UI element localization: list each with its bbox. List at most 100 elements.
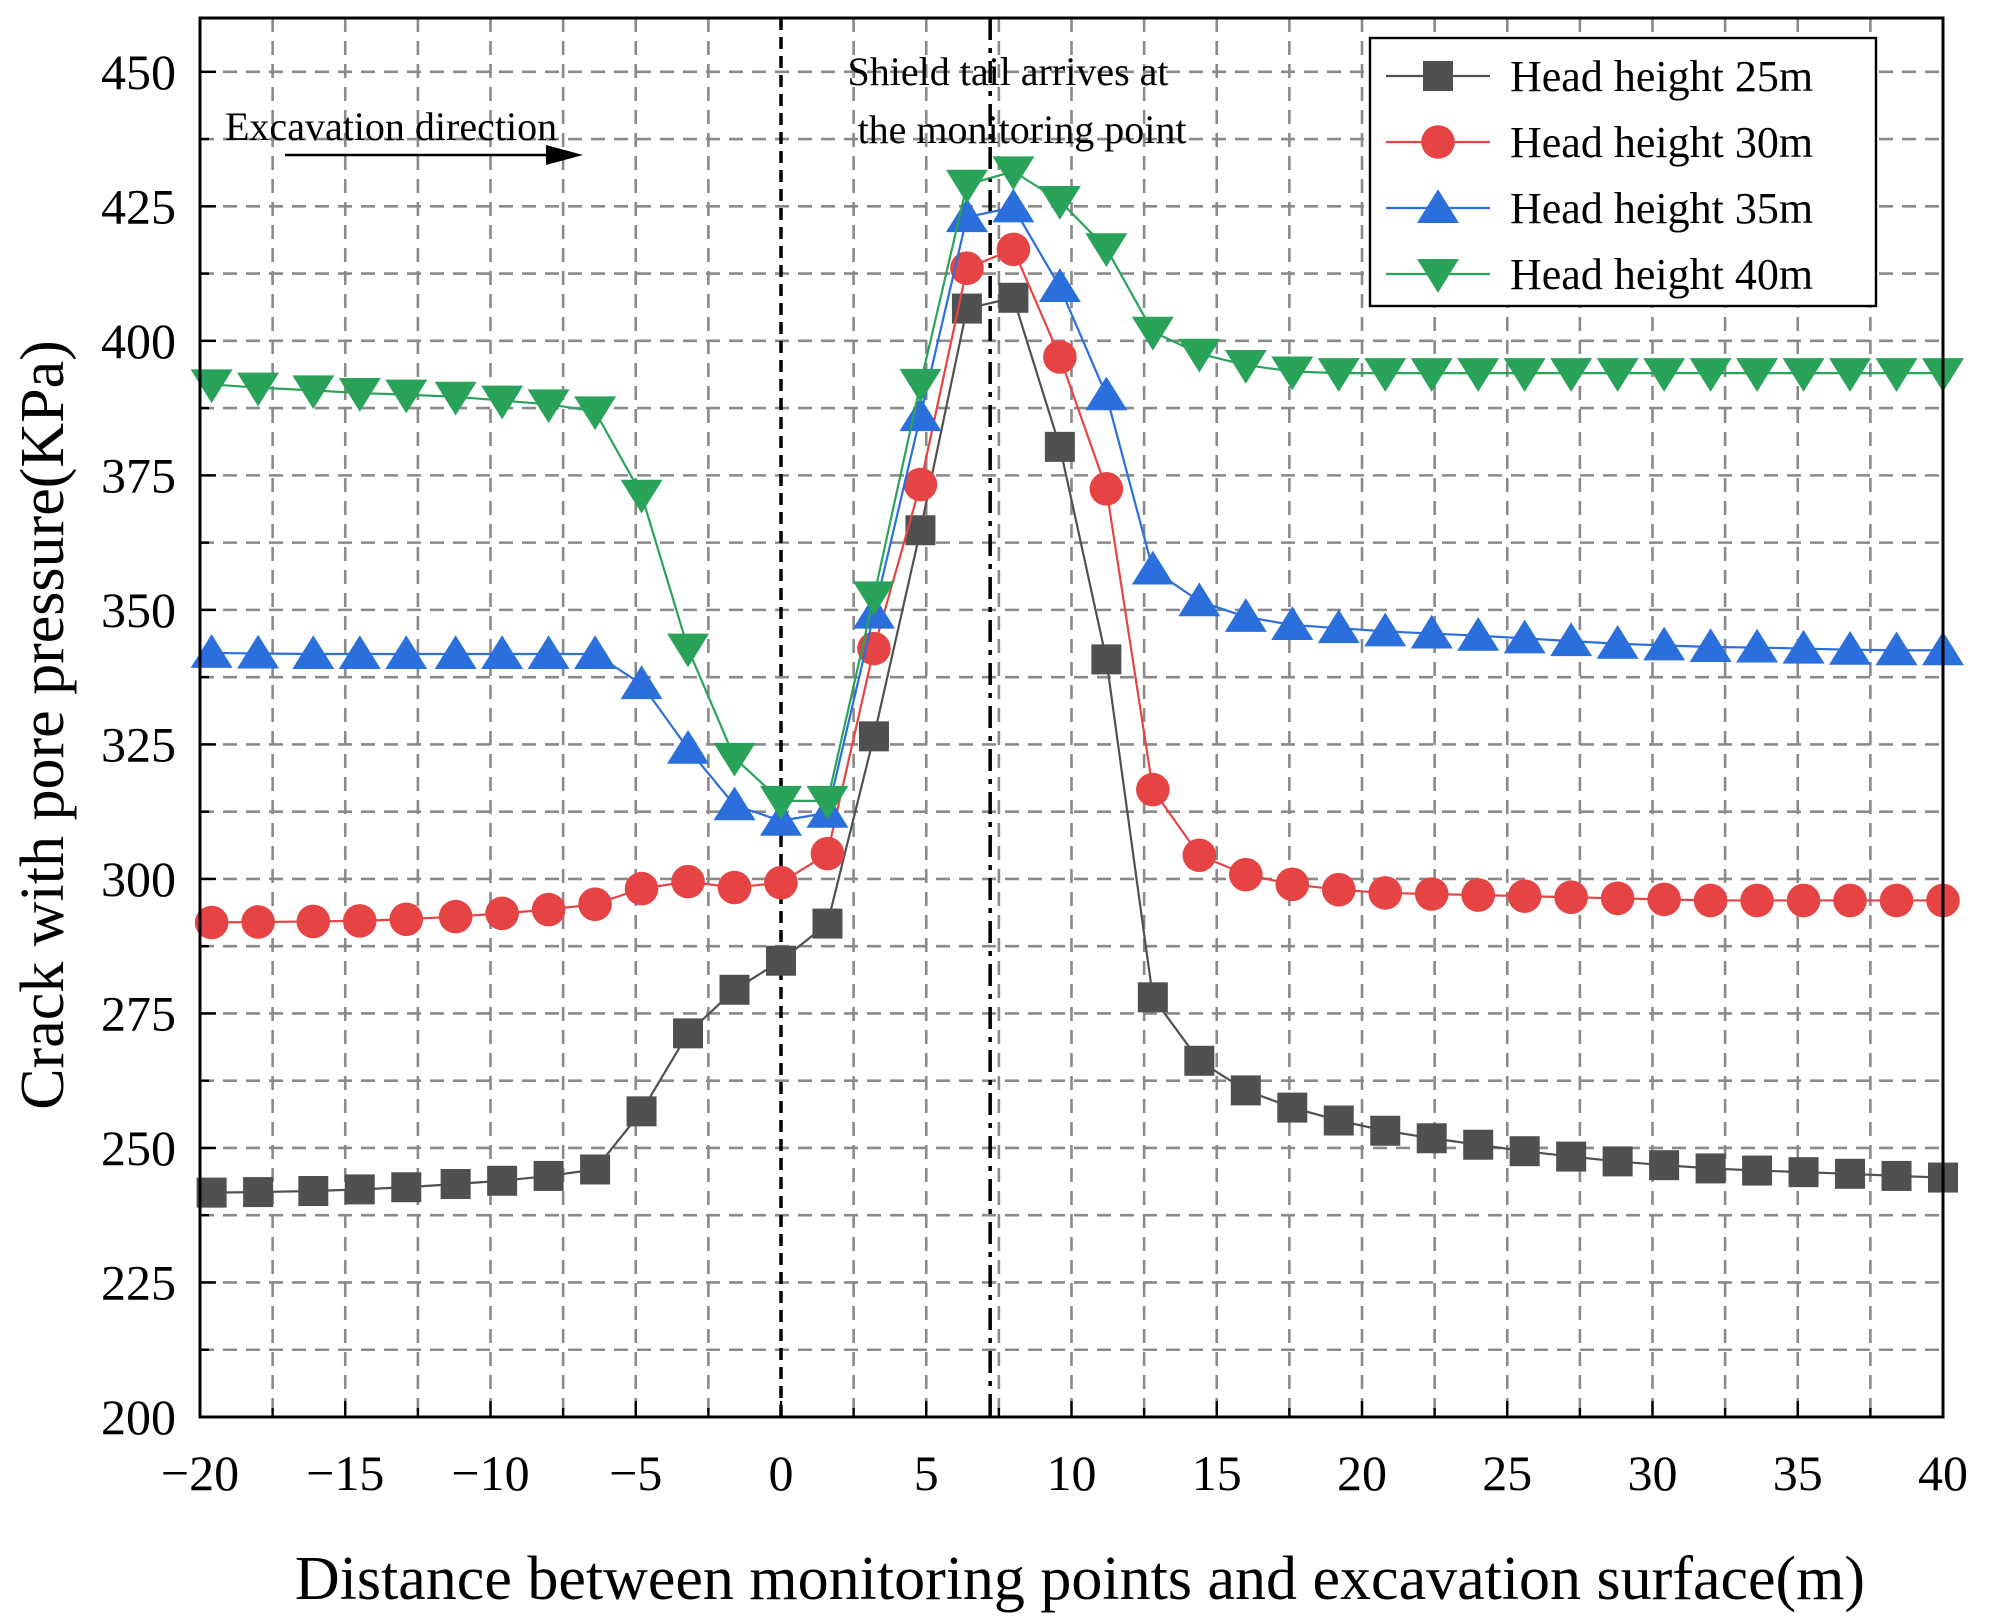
x-tick-labels: −20 −15 −10 −5 0 5 10 15 20 25 30 35 40: [161, 1445, 1968, 1501]
data-point: [806, 785, 849, 820]
series-3: [190, 188, 1964, 836]
data-point: [1647, 882, 1681, 917]
y-tick-label: 375: [101, 447, 176, 503]
y-tick-label: 325: [101, 716, 176, 772]
data-point: [998, 282, 1029, 313]
data-point: [673, 1018, 704, 1049]
data-point: [1503, 358, 1546, 392]
data-point: [713, 786, 756, 821]
data-point: [1137, 982, 1168, 1013]
data-point: [1695, 1153, 1726, 1184]
y-tick-label: 250: [101, 1120, 176, 1176]
series-1: [196, 282, 1958, 1208]
data-point: [858, 721, 889, 752]
data-point: [194, 905, 229, 940]
legend-label: Head height 35m: [1510, 184, 1813, 233]
data-point: [434, 381, 477, 416]
shield-tail-annotation: Shield tail arrives at the monitoring po…: [847, 49, 1186, 152]
data-point: [481, 635, 524, 670]
y-tick-label: 225: [101, 1254, 176, 1310]
data-point: [1461, 878, 1495, 912]
data-point: [481, 385, 524, 420]
data-point: [385, 635, 428, 670]
data-point: [389, 902, 424, 937]
y-tick-label: 350: [101, 582, 176, 638]
data-point: [1736, 628, 1779, 663]
data-point: [434, 635, 477, 670]
data-point: [1414, 877, 1449, 911]
data-point: [1410, 358, 1453, 392]
legend-entry: Head height 30m: [1386, 118, 1813, 167]
data-point: [899, 397, 942, 432]
data-point: [237, 634, 280, 669]
data-point: [1178, 338, 1221, 373]
data-point: [1410, 614, 1453, 649]
data-point: [626, 1096, 657, 1127]
data-point: [533, 1160, 564, 1191]
data-point: [1782, 629, 1825, 664]
data-point: [1881, 1160, 1912, 1191]
data-point: [1131, 316, 1174, 351]
data-point: [342, 904, 377, 938]
data-point: [1835, 1158, 1866, 1189]
data-point: [440, 1169, 471, 1200]
data-point: [237, 372, 280, 407]
data-point: [945, 169, 988, 204]
data-point: [1602, 1146, 1633, 1177]
legend-marker: [1417, 259, 1459, 293]
data-point: [1736, 358, 1779, 392]
x-axis-title: Distance between monitoring points and e…: [295, 1545, 1865, 1613]
data-point: [190, 634, 233, 668]
data-point: [574, 396, 617, 431]
data-point: [527, 635, 570, 670]
data-point: [857, 631, 891, 666]
data-point: [1689, 628, 1732, 663]
excavation-direction-label: Excavation direction: [225, 104, 557, 149]
data-point: [1550, 358, 1593, 392]
data-point: [1317, 358, 1360, 392]
data-point: [292, 375, 335, 410]
data-point: [1600, 881, 1635, 916]
data-point: [764, 865, 798, 900]
data-point: [1879, 883, 1914, 918]
data-point: [527, 389, 570, 424]
series-line: [211, 247, 1943, 924]
x-tick-label: 10: [1047, 1445, 1097, 1501]
data-point: [1782, 358, 1825, 392]
shield-annotation-line1: Shield tail arrives at: [847, 49, 1168, 94]
x-tick-label: 15: [1192, 1445, 1242, 1501]
x-tick-label: 35: [1773, 1445, 1823, 1501]
data-point: [1323, 1105, 1354, 1136]
y-tick-labels: 200 225 250 275 300 325 350 375 400 425 450: [101, 44, 176, 1445]
y-tick-label: 450: [101, 44, 176, 100]
series-2: [194, 232, 1960, 940]
data-point: [196, 1177, 227, 1208]
data-series: [190, 156, 1964, 1208]
data-point: [717, 870, 752, 905]
data-point: [1230, 1075, 1261, 1106]
data-point: [385, 379, 428, 414]
data-point: [667, 633, 710, 668]
data-point: [950, 251, 984, 286]
x-tick-label: −15: [306, 1445, 384, 1501]
data-point: [1875, 358, 1918, 392]
legend-marker: [1417, 189, 1459, 223]
data-point: [1550, 622, 1593, 657]
data-point: [1643, 358, 1686, 392]
data-point: [1368, 876, 1403, 910]
data-point: [1085, 376, 1128, 411]
data-point: [1457, 358, 1500, 392]
legend-entry: Head height 40m: [1386, 250, 1813, 299]
data-point: [1596, 625, 1639, 659]
x-tick-label: −20: [161, 1445, 239, 1501]
data-point: [1043, 340, 1077, 374]
data-point: [1463, 1129, 1494, 1160]
data-point: [1364, 358, 1407, 392]
excavation-arrow-head: [546, 145, 583, 165]
data-point: [243, 1177, 274, 1208]
data-point: [1136, 772, 1170, 807]
data-point: [438, 899, 473, 934]
data-point: [1224, 598, 1267, 632]
data-point: [620, 665, 663, 700]
